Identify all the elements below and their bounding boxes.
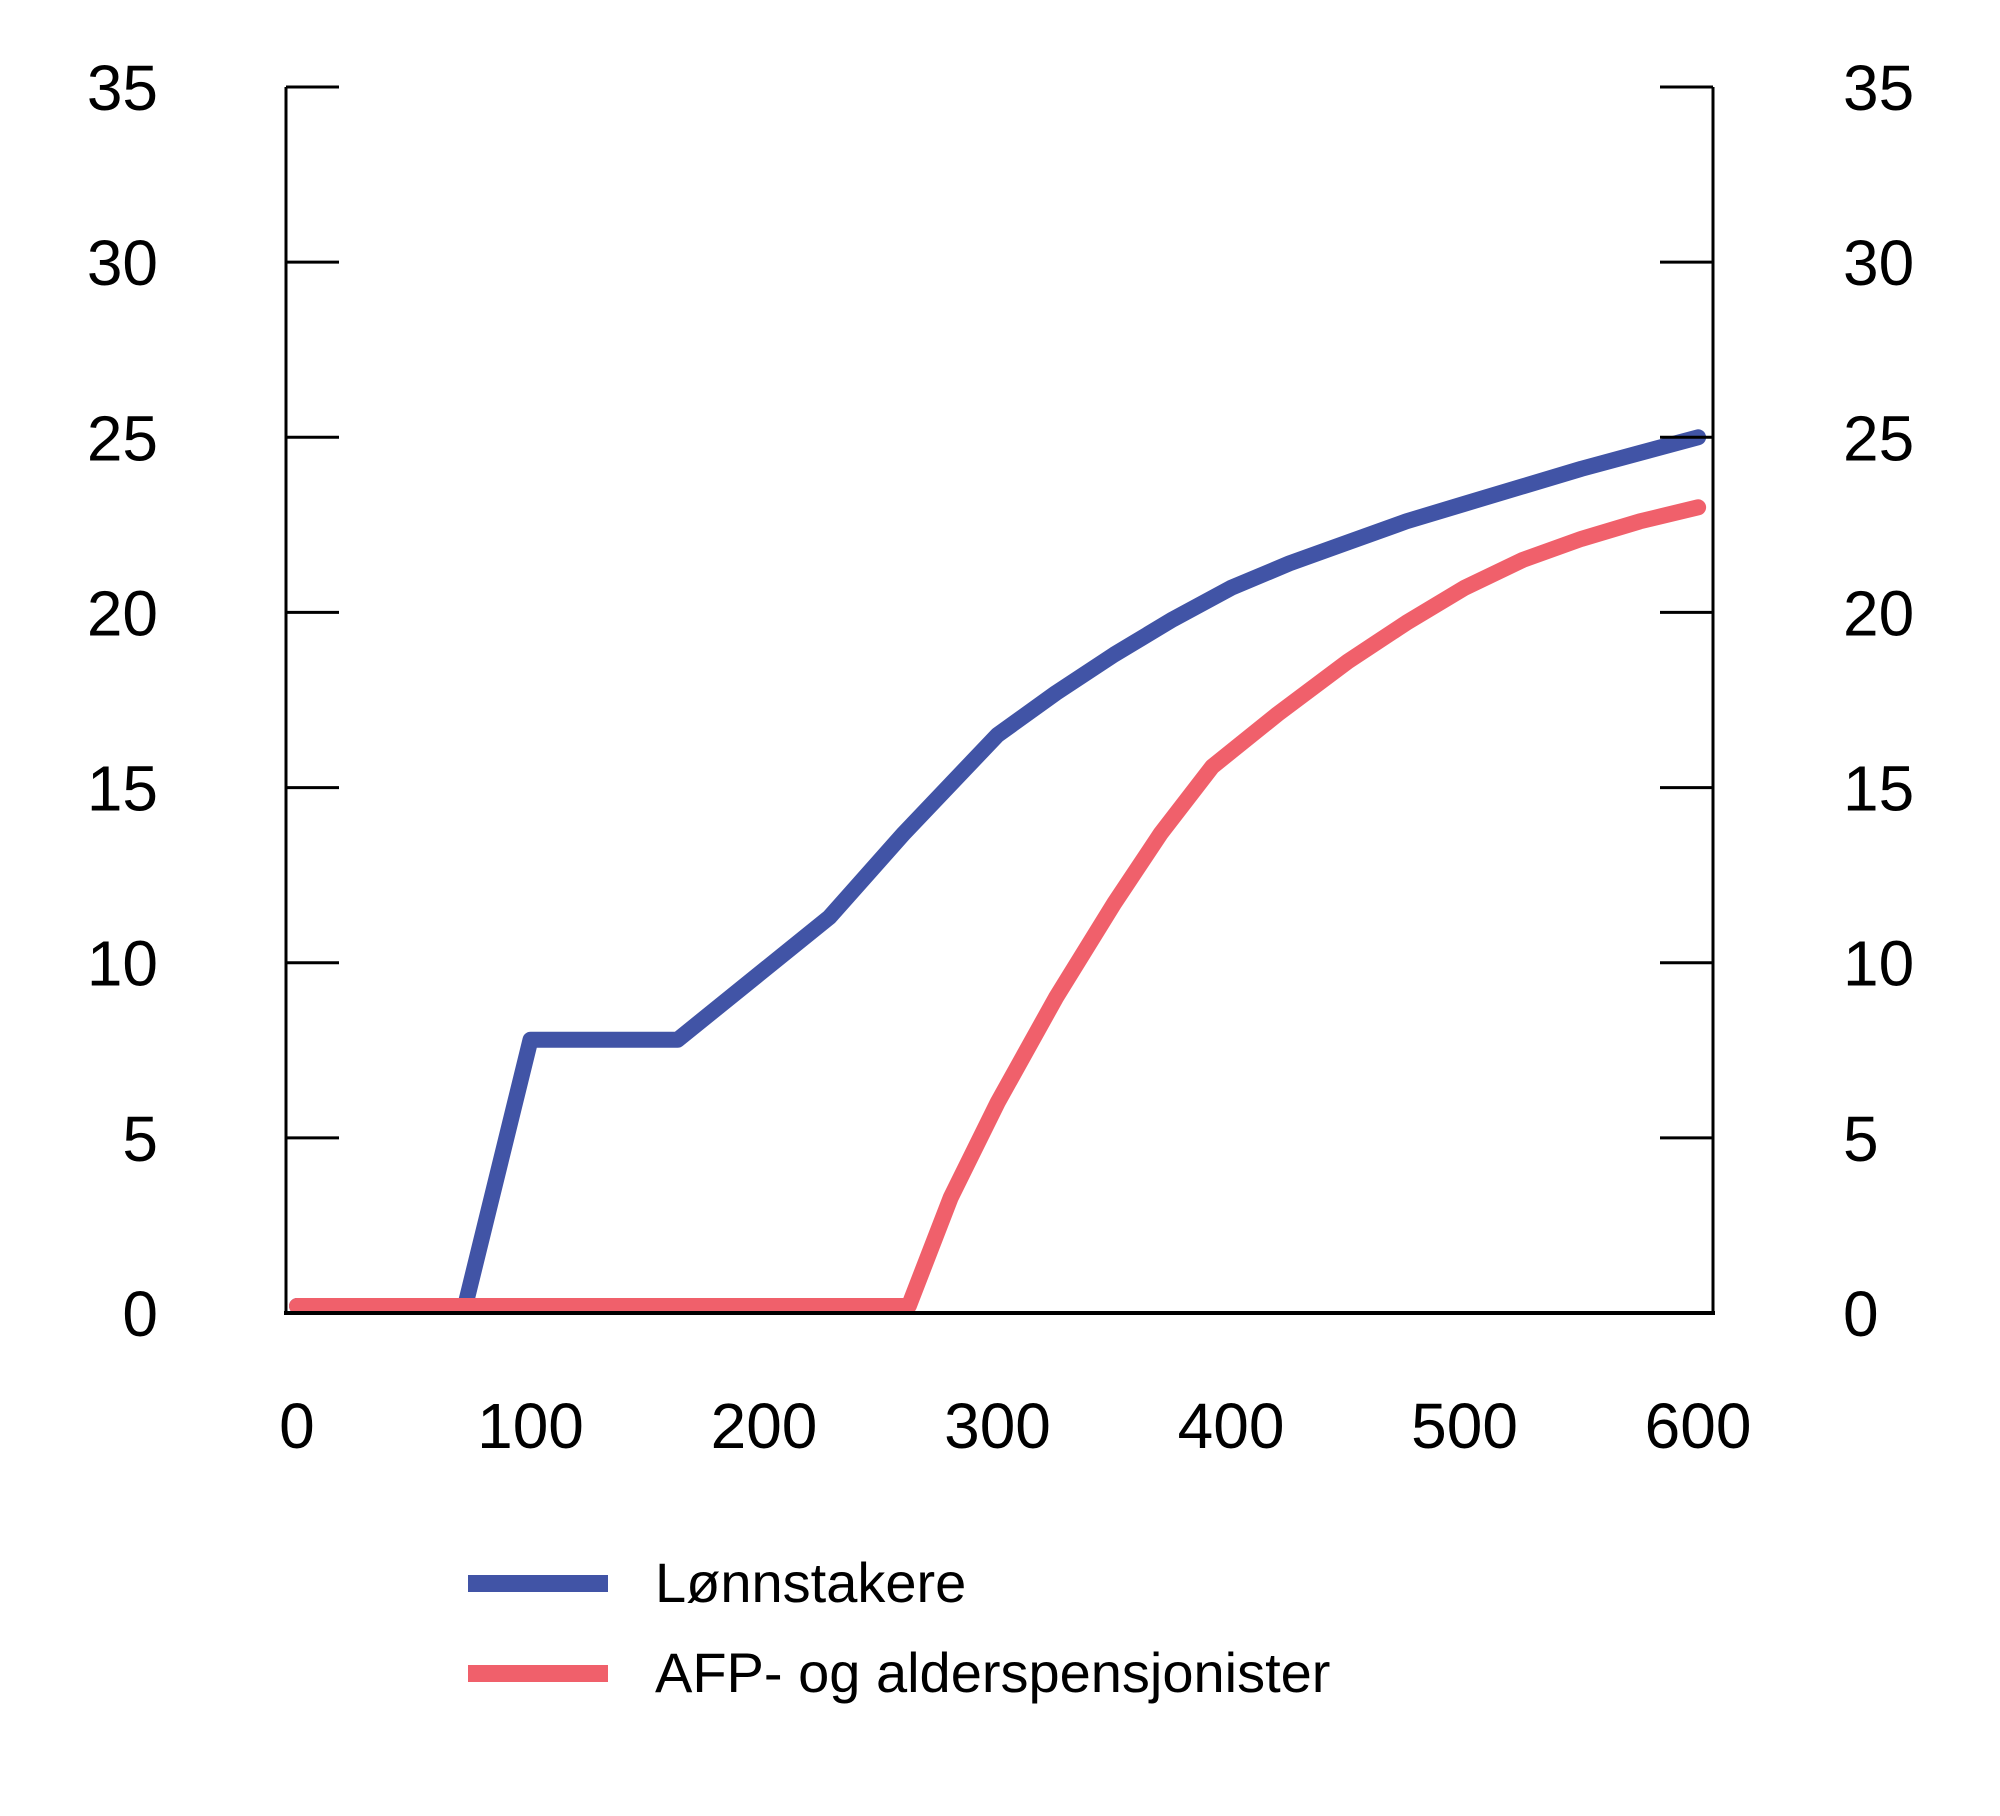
legend-swatch-lonnstakere: [468, 1574, 608, 1592]
x-axis-label: 200: [711, 1390, 818, 1462]
x-axis-label: 300: [944, 1390, 1051, 1462]
series-line-0: [289, 429, 1707, 1314]
y-axis-label-right: 20: [1843, 577, 1914, 649]
y-axis-label-left: 15: [87, 753, 158, 825]
legend-label-afp-alderspensjonister: AFP- og alderspensjonister: [655, 1641, 1331, 1704]
legend-item-lonnstakere: Lønnstakere: [468, 1548, 1330, 1618]
x-axis-label: 500: [1411, 1390, 1518, 1462]
y-axis-label-right: 35: [1843, 52, 1914, 124]
legend-label-lonnstakere: Lønnstakere: [655, 1551, 967, 1614]
series-lines: [289, 429, 1707, 1314]
x-axis-label: 0: [279, 1390, 315, 1462]
y-axis-label-right: 25: [1843, 402, 1914, 474]
y-axis-label-right: 10: [1843, 928, 1914, 1000]
x-axis-label: 100: [477, 1390, 584, 1462]
legend: Lønnstakere AFP- og alderspensjonister: [468, 1548, 1330, 1728]
y-axis-label-right: 0: [1843, 1278, 1879, 1350]
legend-item-afp-alderspensjonister: AFP- og alderspensjonister: [468, 1638, 1330, 1708]
y-axis-label-left: 20: [87, 577, 158, 649]
y-axis-label-right: 15: [1843, 753, 1914, 825]
axes: [284, 85, 1715, 1315]
y-axis-label-left: 0: [122, 1278, 158, 1350]
y-axis-label-right: 30: [1843, 227, 1914, 299]
y-axis-label-left: 25: [87, 402, 158, 474]
y-axis-label-left: 35: [87, 52, 158, 124]
series-line-1: [289, 499, 1707, 1314]
x-axis-label: 400: [1178, 1390, 1285, 1462]
axis-labels: 0 0 5 5 10 10 15 15 20 20 25 25 30 30 35 35 0 100 200 300 40…: [87, 52, 1914, 1462]
y-axis-label-left: 5: [122, 1103, 158, 1175]
x-axis-label: 600: [1645, 1390, 1752, 1462]
legend-swatch-afp-alderspensjonister: [468, 1664, 608, 1682]
y-axis-label-left: 10: [87, 928, 158, 1000]
y-axis-label-right: 5: [1843, 1103, 1879, 1175]
y-axis-label-left: 30: [87, 227, 158, 299]
